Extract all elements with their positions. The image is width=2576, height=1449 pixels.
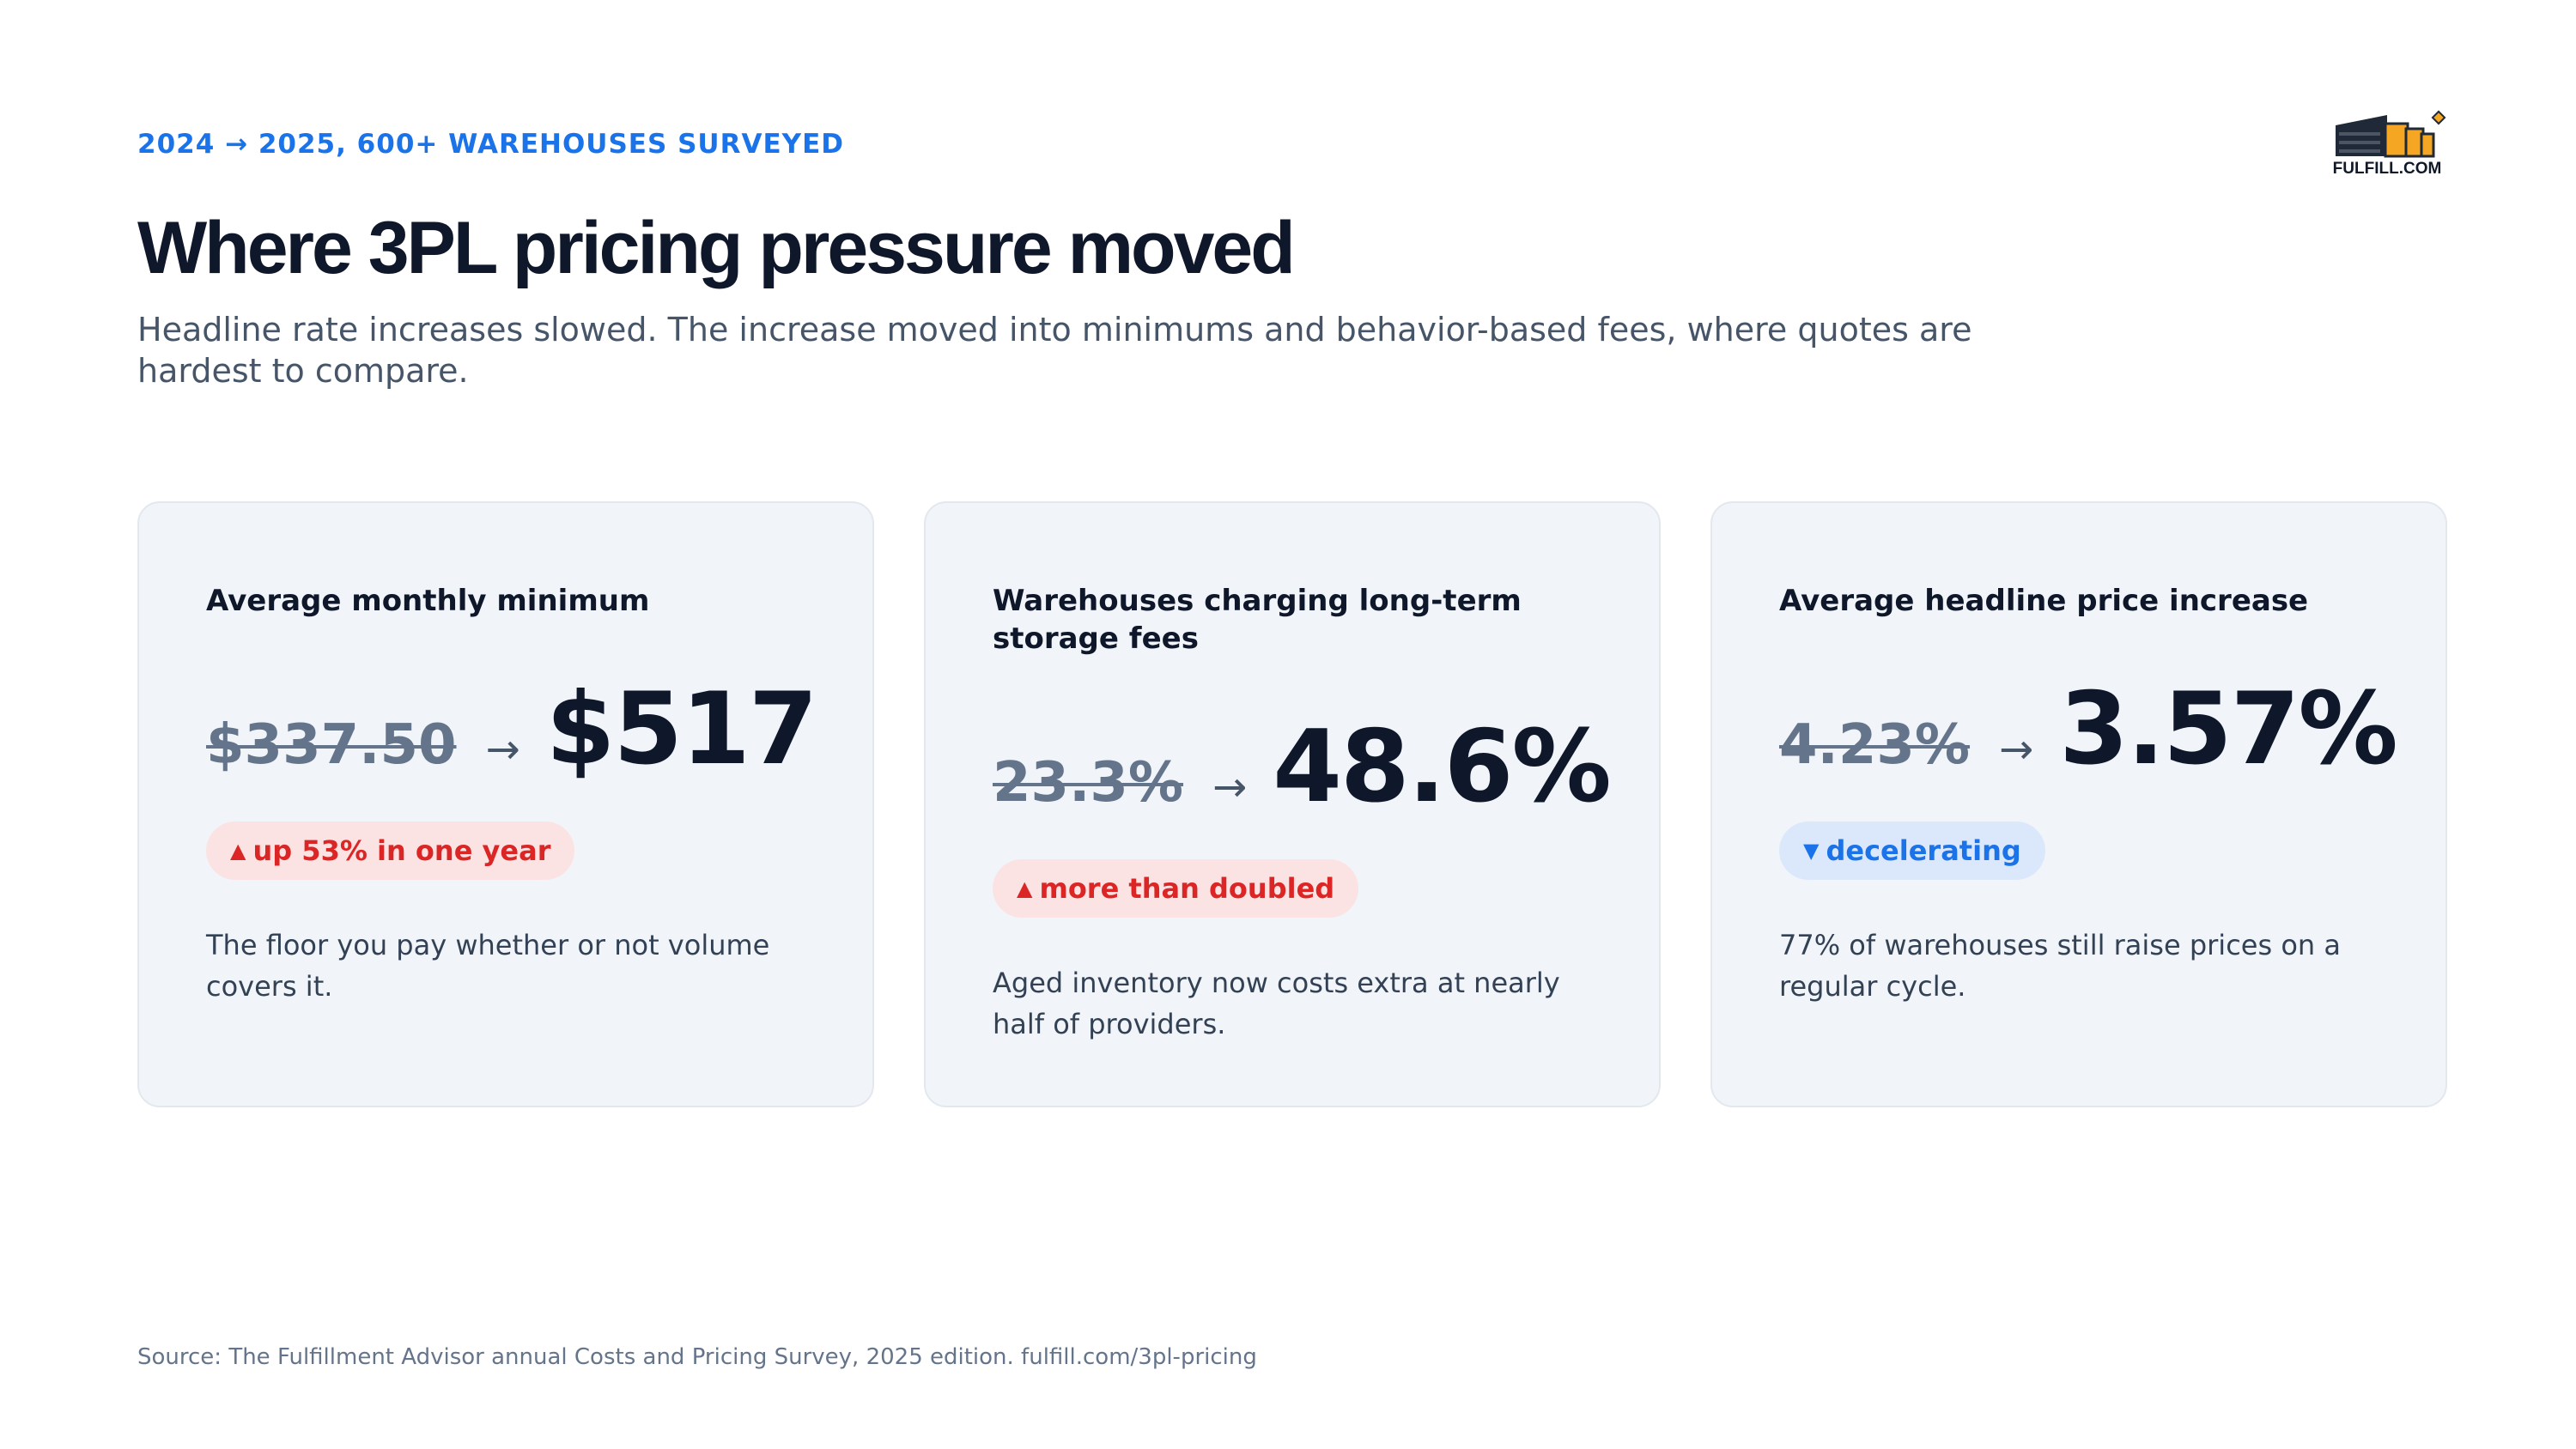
card-description: Aged inventory now costs extra at nearly…	[993, 967, 1560, 1040]
previous-value: 4.23%	[1779, 713, 1971, 777]
arrow-right-icon: →	[1999, 725, 2034, 773]
triangle-down-icon: ▼	[1803, 839, 1820, 863]
card-title: Average headline price increase	[1779, 584, 2309, 618]
fulfill-logo[interactable]: FULFILL.COM	[2318, 106, 2456, 180]
change-badge: ▼ decelerating	[1779, 822, 2045, 880]
change-badge-label: decelerating	[1826, 834, 2021, 867]
current-value: 3.57%	[2059, 671, 2397, 787]
warehouse-logo-icon: FULFILL.COM	[2333, 110, 2446, 178]
change-badge-label: up 53% in one year	[252, 834, 551, 867]
stat-card-monthly-minimum: Average monthly minimum $337.50 → $517 ▲…	[137, 501, 874, 1107]
current-value: 48.6%	[1273, 709, 1611, 825]
page-subtitle: Headline rate increases slowed. The incr…	[137, 311, 1972, 390]
eyebrow-label: 2024 → 2025, 600+ WAREHOUSES SURVEYED	[137, 129, 844, 160]
value-comparison: 4.23% → 3.57%	[1779, 671, 2398, 787]
value-comparison: 23.3% → 48.6%	[993, 709, 1612, 825]
arrow-right-icon: →	[485, 725, 520, 773]
previous-value: 23.3%	[993, 751, 1184, 815]
source-footnote: Source: The Fulfillment Advisor annual C…	[137, 1344, 1257, 1370]
stat-card-long-term-storage: Warehouses charging long-term storage fe…	[924, 501, 1661, 1107]
triangle-up-icon: ▲	[1017, 876, 1033, 900]
card-description: 77% of warehouses still raise prices on …	[1779, 929, 2341, 1003]
change-badge-label: more than doubled	[1039, 872, 1335, 905]
card-title: Warehouses charging long-term storage fe…	[993, 584, 1522, 656]
arrow-right-icon: →	[1212, 763, 1248, 811]
page-title: Where 3PL pricing pressure moved	[137, 207, 1296, 289]
change-badge: ▲ up 53% in one year	[206, 822, 575, 880]
stat-card-headline-increase: Average headline price increase 4.23% → …	[1710, 501, 2447, 1107]
logo-wordmark: FULFILL.COM	[2333, 160, 2442, 178]
card-description: The floor you pay whether or not volume …	[206, 929, 770, 1003]
value-comparison: $337.50 → $517	[206, 671, 818, 787]
card-title: Average monthly minimum	[206, 584, 650, 618]
change-badge: ▲ more than doubled	[993, 859, 1359, 918]
previous-value: $337.50	[206, 713, 457, 777]
triangle-up-icon: ▲	[230, 839, 246, 863]
current-value: $517	[545, 671, 818, 787]
